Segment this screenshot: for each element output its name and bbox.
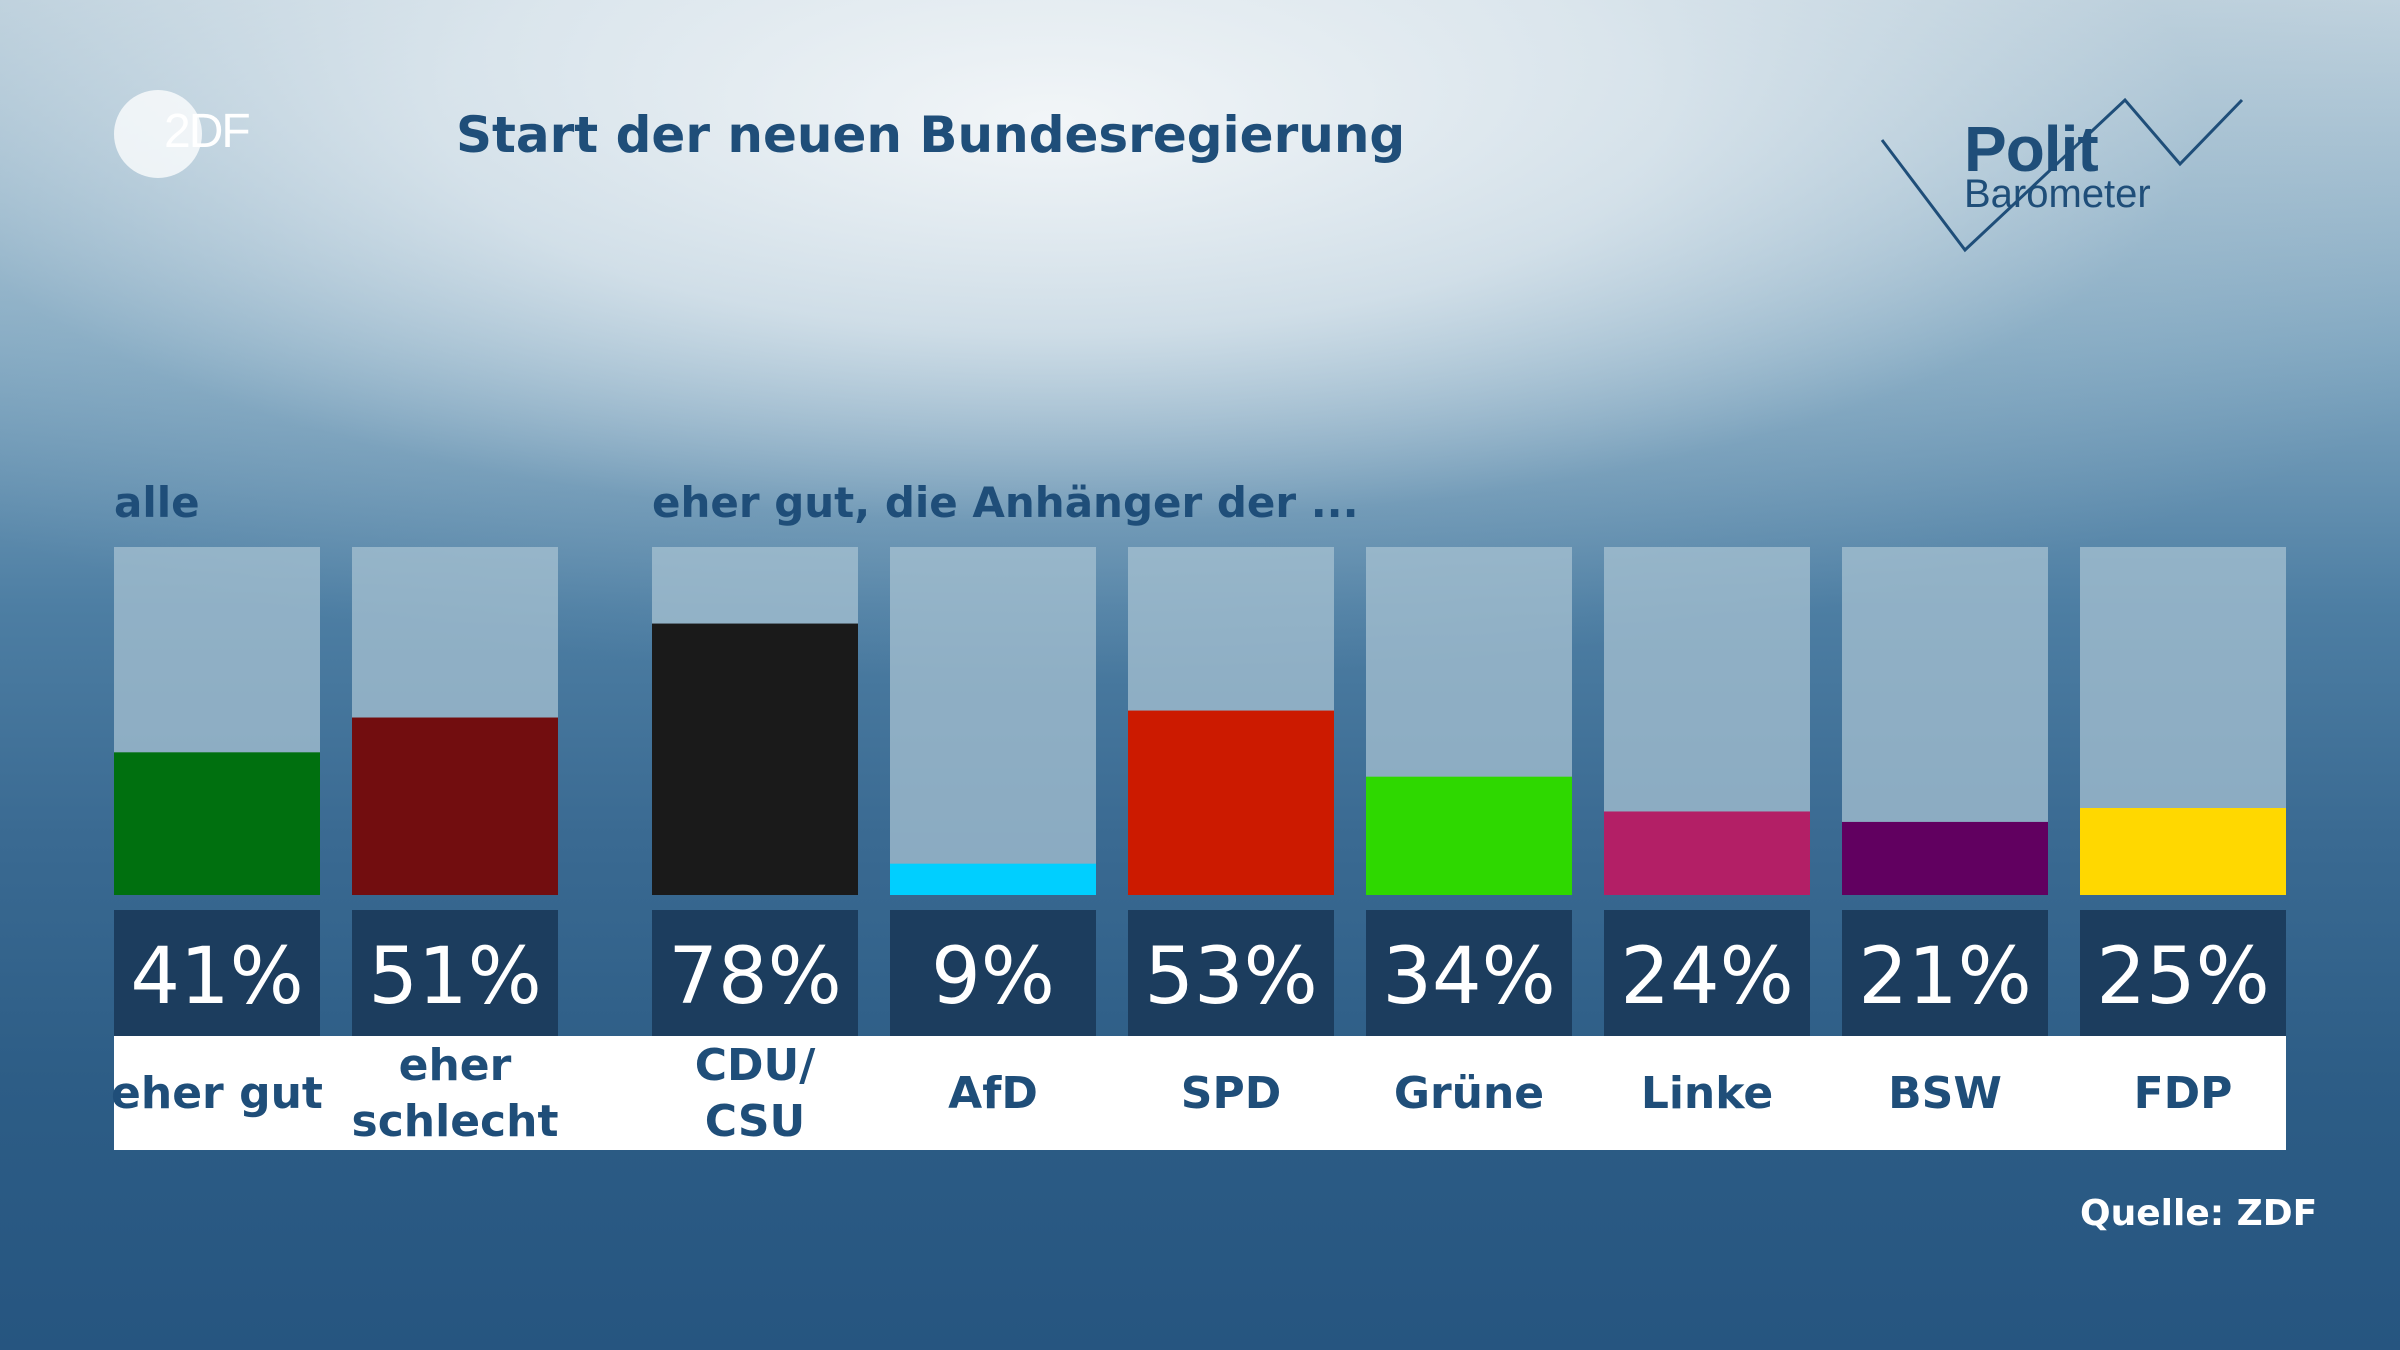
bar-track-2: [652, 547, 858, 895]
bar-5: [1366, 776, 1572, 895]
value-box-5: [1366, 910, 1572, 1036]
value-box-7: [1842, 910, 2048, 1036]
bar-track-8: [2080, 547, 2286, 895]
value-box-0: [114, 910, 320, 1036]
value-box-8: [2080, 910, 2286, 1036]
value-label-0: 41%: [130, 932, 303, 1022]
bar-track-0: [114, 547, 320, 895]
bar-1: [352, 717, 558, 895]
bar-7: [1842, 821, 2048, 895]
zdf-logo-text: 2DF: [164, 105, 251, 158]
bar-track-5: [1366, 547, 1572, 895]
value-label-5: 34%: [1382, 932, 1555, 1022]
group-label-alle: alle: [114, 478, 200, 527]
brand-polit-text: Polit: [1964, 113, 2099, 185]
value-label-6: 24%: [1620, 932, 1793, 1022]
value-label-4: 53%: [1144, 932, 1317, 1022]
group-label-parties: eher gut, die Anhänger der ...: [652, 478, 1359, 527]
value-label-3: 9%: [931, 932, 1055, 1022]
value-box-3: [890, 910, 1096, 1036]
bar-3: [890, 863, 1096, 895]
bar-track-6: [1604, 547, 1810, 895]
brand-barometer-text: Barometer: [1964, 172, 2151, 216]
bar-2: [652, 623, 858, 895]
value-label-2: 78%: [668, 932, 841, 1022]
bar-track-4: [1128, 547, 1334, 895]
zdf-logo-circle: [114, 90, 202, 178]
bar-0: [114, 752, 320, 895]
barometer-line-icon: [1880, 97, 2244, 253]
bar-8: [2080, 808, 2286, 895]
bar-track-1: [352, 547, 558, 895]
value-label-1: 51%: [368, 932, 541, 1022]
bar-track-3: [890, 547, 1096, 895]
value-box-4: [1128, 910, 1334, 1036]
source-note: Quelle: ZDF: [2080, 1193, 2318, 1234]
zdf-logo: 2DF: [114, 90, 274, 180]
value-box-1: [352, 910, 558, 1036]
politbarometer-logo: Polit Barometer: [1880, 92, 2250, 262]
value-label-8: 25%: [2096, 932, 2269, 1022]
value-box-2: [652, 910, 858, 1036]
bar-4: [1128, 710, 1334, 895]
bar-6: [1604, 811, 1810, 895]
value-label-7: 21%: [1858, 932, 2031, 1022]
chart-title: Start der neuen Bundesregierung: [456, 106, 1406, 164]
value-box-6: [1604, 910, 1810, 1036]
bar-track-7: [1842, 547, 2048, 895]
category-label-strip: [114, 1036, 2286, 1150]
